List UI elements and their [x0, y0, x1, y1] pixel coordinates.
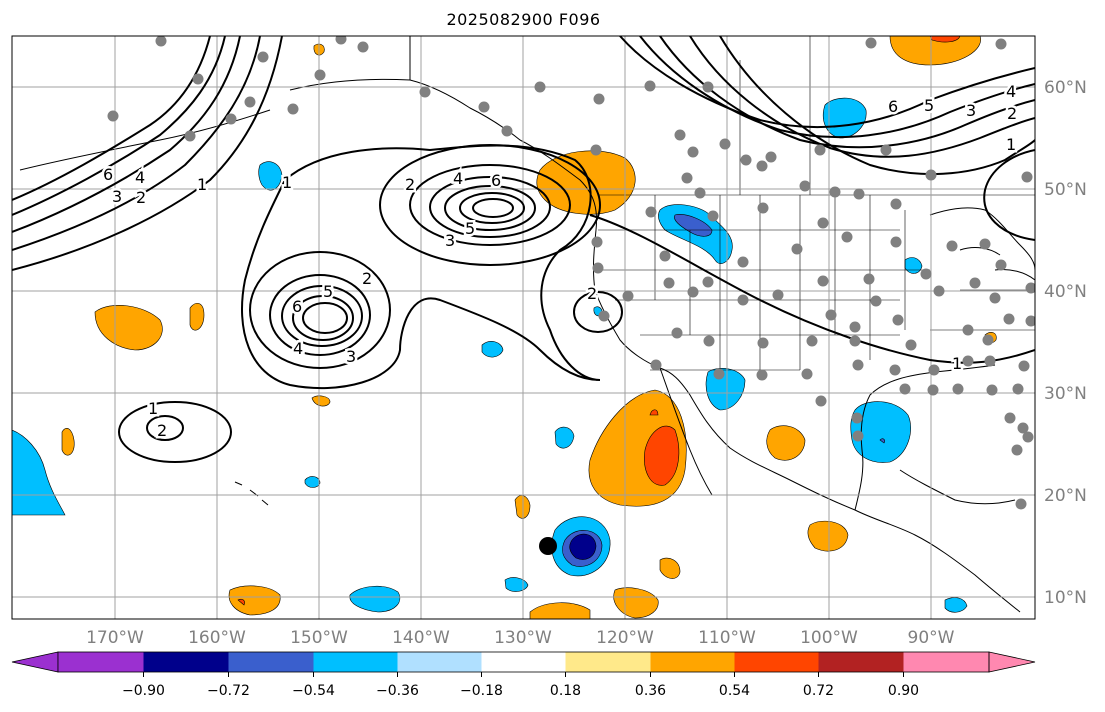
storm-center-marker [539, 537, 557, 555]
contour-label: 3 [112, 187, 122, 206]
contour-ne-band-1 [619, 36, 1035, 128]
contour-nw-band-1 [12, 36, 211, 201]
lat-label: 40°N [1044, 282, 1087, 302]
great-lakes [929, 207, 1035, 271]
lon-label: 160°W [188, 628, 246, 648]
latitude-labels: 60°N 50°N 40°N 30°N 20°N 10°N [1044, 78, 1087, 608]
contour-smallpac [118, 401, 232, 463]
contour-label: 2 [587, 284, 597, 303]
contour-label: 2 [136, 188, 146, 207]
colorbar-tick-label: 0.54 [719, 683, 750, 699]
station-dots [107, 36, 1035, 510]
contour-labels: 6 4 3 2 1 2 4 6 5 3 6 5 4 3 2 1 2 1 2 6 … [101, 80, 1020, 443]
contour-label: 6 [888, 97, 898, 116]
contour-label: 6 [292, 297, 302, 316]
contour-label: 1 [952, 354, 962, 373]
colorbar-tick-label: 0.90 [888, 683, 919, 699]
lat-label: 50°N [1044, 180, 1087, 200]
lon-label: 110°W [698, 628, 756, 648]
contour-label: 2 [405, 175, 415, 194]
lon-label: 130°W [494, 628, 552, 648]
lat-label: 30°N [1044, 384, 1087, 404]
contour-label: 2 [157, 421, 167, 440]
lon-label: 140°W [392, 628, 450, 648]
contour-california [573, 291, 623, 333]
anomaly-blob-midpac [94, 305, 163, 351]
contour-label: 1 [148, 399, 158, 418]
colorbar-tick-label: −0.54 [292, 683, 335, 699]
lon-label: 120°W [596, 628, 654, 648]
colorbar: −0.90 −0.72 −0.54 −0.36 −0.18 0.18 0.36 … [11, 651, 1036, 699]
anomaly-blob-pnw [536, 150, 636, 215]
contour-label: 2 [1007, 104, 1017, 123]
graticule [12, 36, 1035, 619]
lon-label: 100°W [800, 628, 858, 648]
colorbar-extend-high [988, 651, 1036, 673]
contour-label: 4 [293, 339, 303, 358]
colorbar-tick-label: −0.36 [376, 683, 419, 699]
longitude-labels: 170°W 160°W 150°W 140°W 130°W 120°W 110°… [86, 628, 955, 648]
colorbar-tick-label: −0.18 [460, 683, 503, 699]
contour-label: 5 [924, 96, 934, 115]
contour-label: 5 [323, 282, 333, 301]
contour-label: 3 [966, 101, 976, 120]
contour-east-1 [589, 214, 1035, 364]
state-borders [598, 36, 1035, 371]
contour-label: 4 [453, 169, 463, 188]
anomaly-core-baja [644, 425, 680, 486]
contour-wpac-1 [249, 251, 391, 369]
lon-label: 90°W [908, 628, 955, 648]
contour-label: 1 [1006, 135, 1016, 154]
map-title: 2025082900 F096 [446, 10, 601, 29]
lat-label: 20°N [1044, 486, 1087, 506]
contour-label: 1 [282, 173, 292, 192]
lat-label: 10°N [1044, 588, 1087, 608]
map-frame [11, 35, 1036, 620]
colorbar-extend-low [11, 651, 59, 673]
contour-label: 6 [491, 171, 501, 190]
contour-label: 3 [445, 231, 455, 250]
contour-label: 6 [103, 165, 113, 184]
anomaly-blob-gulf [850, 401, 911, 463]
lat-label: 60°N [1044, 78, 1087, 98]
contour-label: 5 [465, 219, 475, 238]
colorbar-tick-label: 0.18 [550, 683, 581, 699]
contour-label: 4 [1006, 82, 1016, 101]
colorbar-tick-label: −0.72 [207, 683, 250, 699]
contour-label: 2 [362, 269, 372, 288]
colorbar-tick-label: 0.36 [635, 683, 666, 699]
colorbar-tick-label: 0.72 [803, 683, 834, 699]
contour-label: 4 [135, 168, 145, 187]
contour-label: 3 [346, 347, 356, 366]
aleutians [19, 109, 271, 171]
contour-label: 1 [197, 175, 207, 194]
contour-layer [12, 36, 1035, 463]
contour-outer-1 [241, 144, 601, 389]
lon-label: 170°W [86, 628, 144, 648]
lon-label: 150°W [290, 628, 348, 648]
colorbar-tick-label: −0.90 [122, 683, 165, 699]
